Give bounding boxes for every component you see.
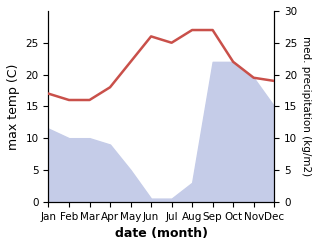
X-axis label: date (month): date (month) <box>115 227 208 240</box>
Y-axis label: max temp (C): max temp (C) <box>7 63 20 149</box>
Y-axis label: med. precipitation (kg/m2): med. precipitation (kg/m2) <box>301 36 311 176</box>
